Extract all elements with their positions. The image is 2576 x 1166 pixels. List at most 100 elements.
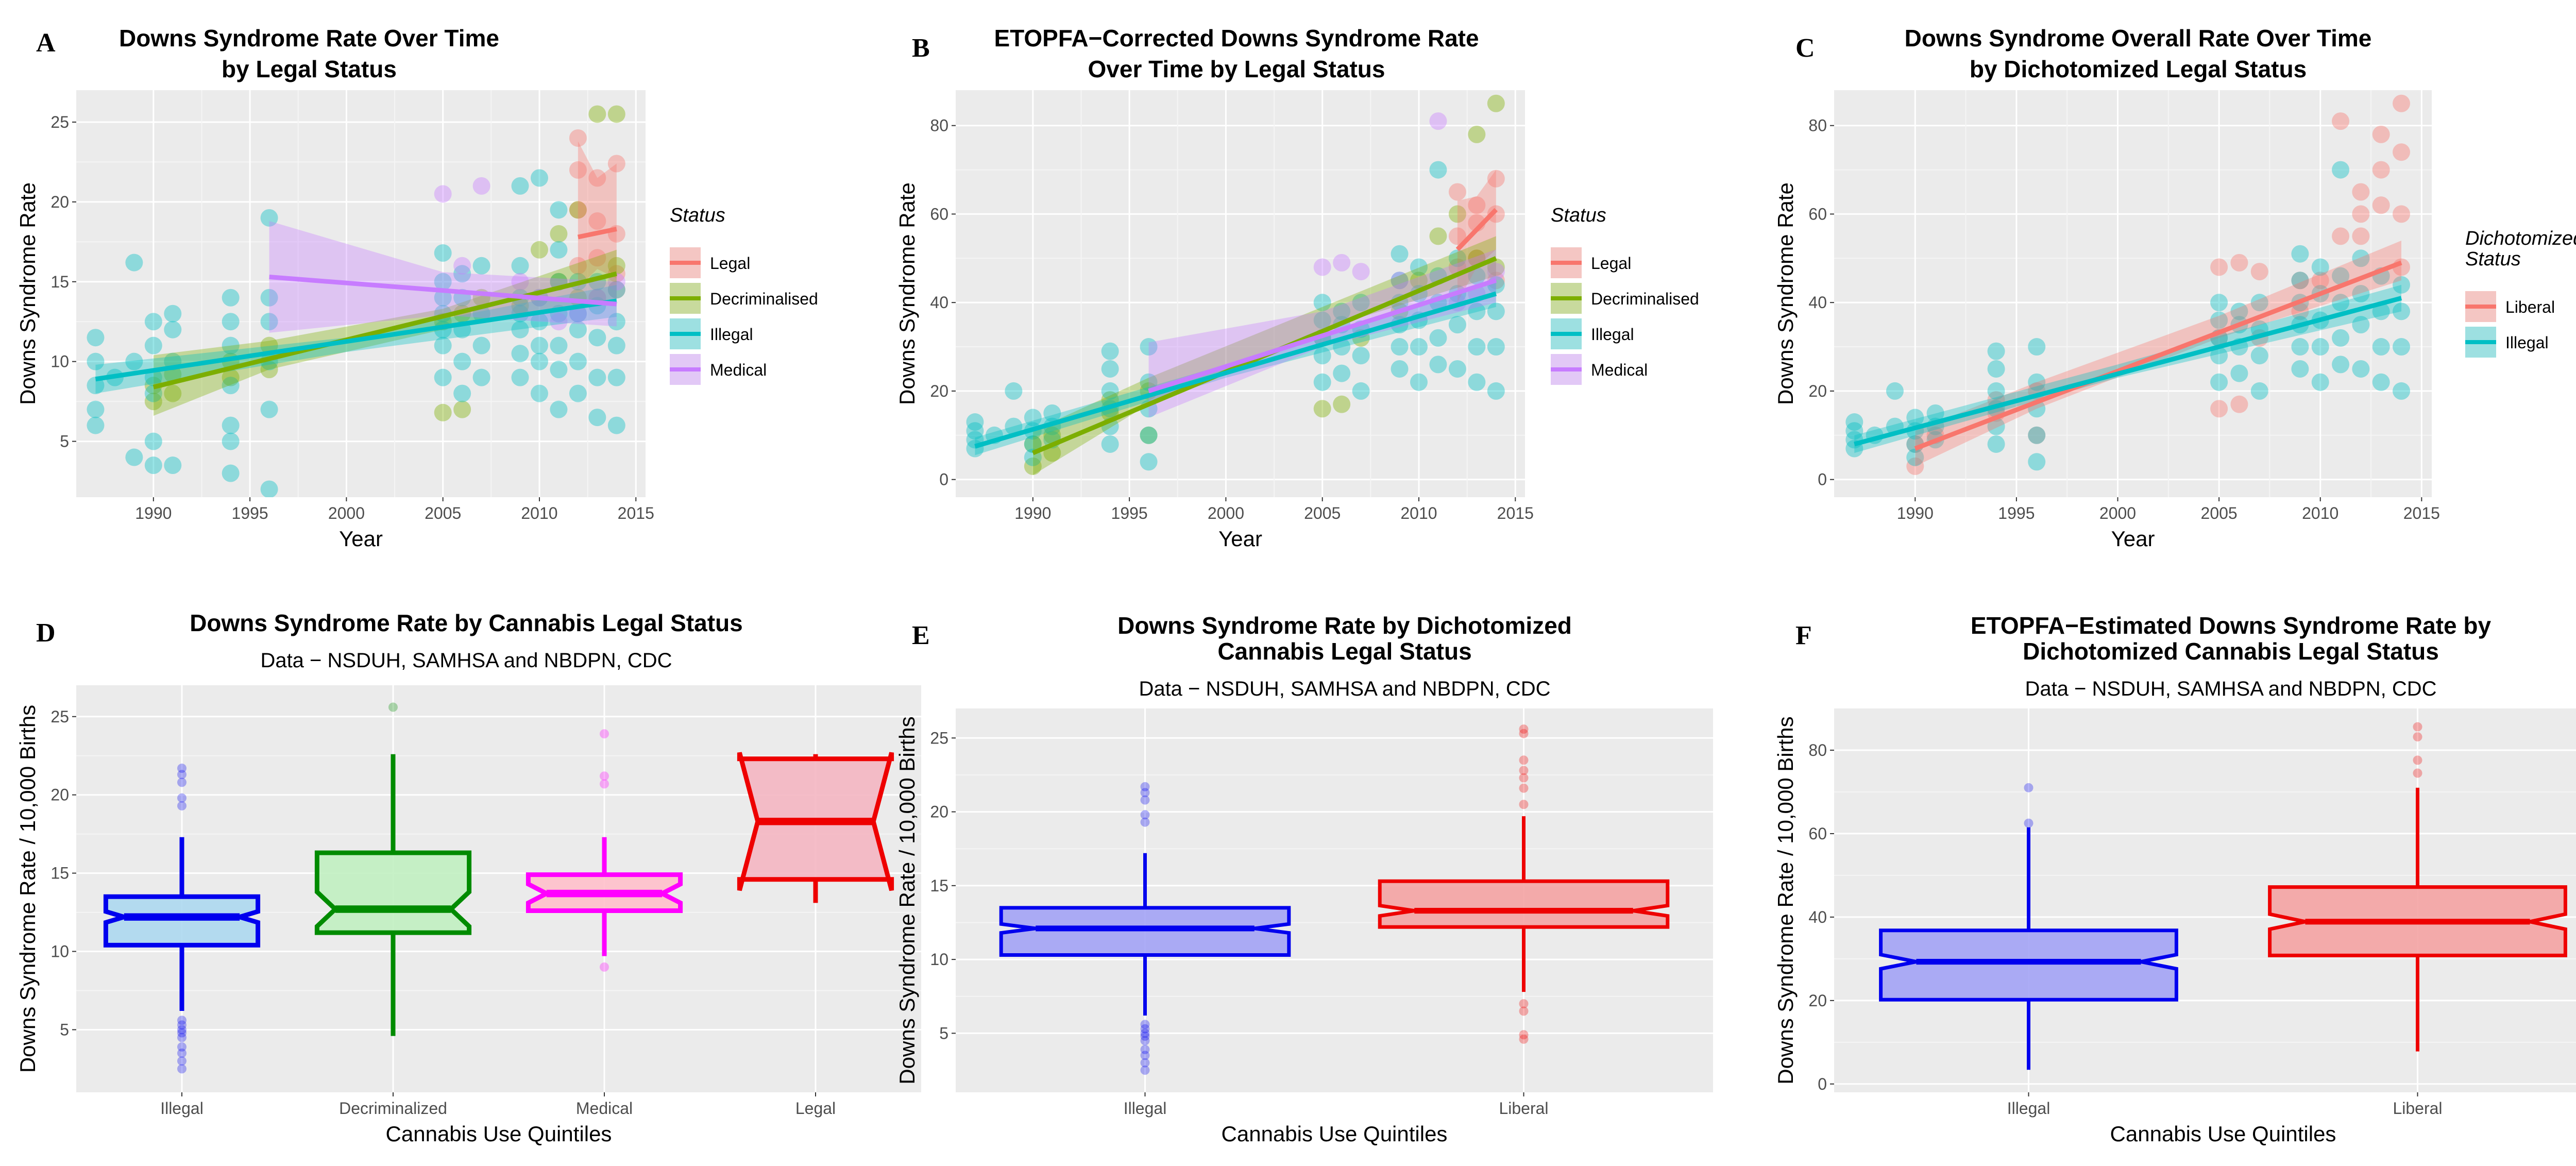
scatter-point: [511, 345, 529, 363]
scatter-point: [2393, 276, 2411, 294]
box-body: [314, 850, 472, 935]
scatter-point: [1313, 400, 1331, 418]
scatter-point: [2230, 302, 2248, 320]
scatter-point: [511, 320, 529, 339]
y-tick-label: 20: [930, 803, 948, 821]
scatter-point: [1391, 272, 1409, 290]
scatter-point: [2291, 338, 2309, 356]
scatter-point: [2210, 258, 2228, 276]
scatter-point: [1313, 347, 1331, 365]
scatter-point: [1313, 311, 1331, 329]
trend-line: [1914, 260, 2402, 451]
scatter-point: [2352, 249, 2370, 267]
scatter-point: [2028, 426, 2046, 444]
y-tick-label: 40: [1808, 908, 1827, 926]
x-tick-label: Illegal: [2007, 1099, 2050, 1118]
scatter-point: [607, 105, 625, 123]
panel-subtitle: Data − NSDUH, SAMHSA and NBDPN, CDC: [2025, 678, 2436, 700]
scatter-point: [434, 273, 452, 291]
legend: Status Legal Decriminalised Illegal Medical: [670, 205, 818, 385]
data-layer: [1845, 94, 2411, 475]
panel-letter: F: [1795, 621, 1812, 650]
confidence-band: [578, 141, 617, 289]
scatter-point: [222, 416, 240, 434]
x-tick-label: Medical: [576, 1099, 633, 1118]
scatter-point: [1487, 170, 1505, 188]
scatter-point: [2393, 302, 2411, 320]
confidence-band: [269, 221, 617, 333]
scatter-point: [2352, 316, 2370, 334]
scatter-point: [453, 400, 471, 418]
scatter-point: [2250, 347, 2268, 365]
scatter-point: [2210, 373, 2228, 391]
box-outlier: [177, 764, 187, 773]
panel-2: C Downs Syndrome Overall Rate Over Time by…: [1773, 25, 2576, 551]
scatter-point: [588, 409, 606, 427]
y-axis-title: Downs Syndrome Rate / 10,000 Births: [895, 716, 919, 1084]
panel-title-line: Over Time by Legal Status: [1088, 56, 1385, 82]
y-tick-label: 10: [50, 352, 69, 371]
scatter-point: [125, 352, 143, 370]
scatter-point: [260, 400, 278, 418]
scatter-point: [87, 416, 105, 434]
scatter-point: [2332, 227, 2350, 245]
legend: Status Legal Decriminalised Illegal Medical: [1551, 205, 1699, 385]
scatter-point: [1448, 249, 1466, 267]
scatter-point: [1487, 302, 1505, 320]
scatter-point: [1391, 245, 1409, 263]
scatter-point: [472, 257, 490, 275]
scatter-point: [1468, 373, 1486, 391]
scatter-point: [2372, 338, 2390, 356]
trend-line: [974, 291, 1497, 449]
scatter-point: [2250, 382, 2268, 400]
box-outlier: [1140, 1058, 1150, 1068]
box-outlier: [177, 1028, 187, 1038]
x-tick-label: 2005: [2201, 504, 2238, 522]
box-outlier: [1140, 795, 1150, 805]
scatter-point: [569, 161, 587, 179]
plot-panel: [76, 685, 921, 1092]
scatter-point: [1906, 409, 1924, 427]
scatter-point: [1906, 457, 1924, 475]
trend-line: [577, 227, 617, 240]
x-tick-label: 2005: [425, 504, 461, 522]
scatter-point: [472, 368, 490, 386]
box-outlier: [177, 801, 187, 810]
scatter-point: [530, 241, 548, 259]
trend-line: [1854, 296, 2402, 447]
scatter-point: [2250, 263, 2268, 281]
scatter-point: [2332, 294, 2350, 312]
scatter-point: [588, 105, 606, 123]
confidence-band: [153, 249, 617, 416]
scatter-point: [1926, 404, 1944, 422]
scatter-point: [434, 289, 452, 307]
box-outlier: [1140, 1020, 1150, 1029]
y-tick-label: 15: [50, 864, 69, 883]
box-outlier: [1140, 1024, 1150, 1034]
scatter-point: [1410, 272, 1428, 290]
y-tick-label: 20: [50, 193, 69, 211]
box-outlier: [177, 1064, 187, 1074]
scatter-point: [2372, 196, 2390, 214]
scatter-point: [2230, 254, 2248, 272]
panel-letter: D: [36, 618, 56, 648]
scatter-point: [1429, 329, 1447, 347]
x-tick-label: 1990: [1897, 504, 1934, 522]
plot-panel: [76, 90, 646, 497]
box-outlier: [177, 1020, 187, 1030]
x-tick-label: 2000: [1208, 504, 1244, 522]
scatter-point: [1043, 426, 1061, 444]
scatter-point: [1845, 413, 1863, 431]
box-outlier: [1519, 729, 1529, 738]
trend-line: [95, 298, 617, 382]
scatter-point: [222, 464, 240, 482]
y-axis-title: Downs Syndrome Rate: [1773, 182, 1798, 405]
trend-line: [269, 274, 617, 307]
box-illegal: Illegal: [1879, 708, 2178, 1118]
box-outlier: [1519, 724, 1529, 734]
x-tick-label: 1995: [1111, 504, 1148, 522]
box-outlier: [2413, 732, 2422, 742]
scatter-point: [607, 416, 625, 434]
box-liberal: Liberal: [1378, 708, 1670, 1118]
